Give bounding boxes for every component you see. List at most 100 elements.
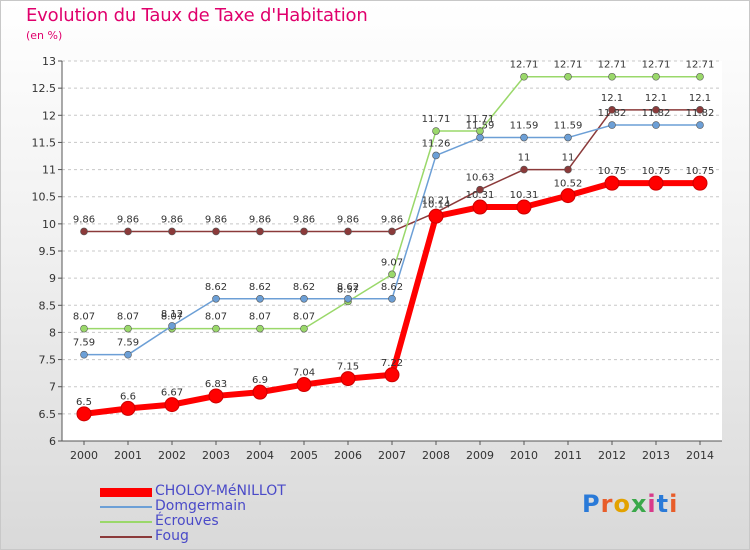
y-tick-label: 10.5 xyxy=(32,191,57,204)
data-label: 9.07 xyxy=(381,257,403,268)
data-label: 11 xyxy=(562,153,575,164)
x-tick-label: 2010 xyxy=(510,449,538,462)
data-label: 10.52 xyxy=(554,179,583,190)
data-point xyxy=(428,208,444,224)
data-point xyxy=(472,199,488,215)
y-tick-label: 12.5 xyxy=(32,82,57,95)
data-point xyxy=(256,294,264,303)
y-tick-label: 9.5 xyxy=(39,245,57,258)
x-tick-label: 2005 xyxy=(290,449,318,462)
data-point xyxy=(692,175,708,191)
data-label: 9.86 xyxy=(381,214,403,225)
data-point xyxy=(696,121,704,129)
legend-swatch xyxy=(100,506,152,508)
data-point xyxy=(696,72,704,81)
data-point xyxy=(168,322,176,330)
data-point xyxy=(168,227,176,236)
data-point xyxy=(696,106,704,114)
data-label: 8.62 xyxy=(381,282,403,293)
x-tick-label: 2014 xyxy=(686,449,714,462)
data-label: 7.04 xyxy=(293,368,315,379)
legend-swatch xyxy=(100,536,152,538)
y-tick-label: 8 xyxy=(49,326,56,339)
data-point xyxy=(300,294,308,303)
data-label: 8.07 xyxy=(205,312,227,323)
x-tick-label: 2003 xyxy=(202,449,230,462)
data-point xyxy=(604,175,620,191)
data-point xyxy=(124,227,132,236)
data-point xyxy=(476,133,484,142)
data-label: 6.9 xyxy=(252,375,268,386)
data-label: 12.71 xyxy=(642,60,671,71)
data-point xyxy=(124,350,132,359)
data-label: 8.62 xyxy=(337,282,359,293)
data-label: 9.86 xyxy=(337,214,359,225)
x-tick-label: 2013 xyxy=(642,449,670,462)
data-point xyxy=(564,165,572,174)
x-tick-label: 2009 xyxy=(466,449,494,462)
y-tick-label: 10 xyxy=(42,218,56,231)
data-point xyxy=(476,185,484,194)
data-point xyxy=(564,72,572,81)
data-label: 9.86 xyxy=(73,214,95,225)
data-label: 8.62 xyxy=(293,282,315,293)
data-label: 10.31 xyxy=(466,190,495,201)
data-point xyxy=(300,324,308,333)
data-label: 9.86 xyxy=(205,214,227,225)
data-point xyxy=(212,227,220,236)
data-point xyxy=(80,227,88,236)
data-point xyxy=(340,371,356,387)
x-tick-label: 2000 xyxy=(70,449,98,462)
x-tick-label: 2004 xyxy=(246,449,274,462)
data-point xyxy=(256,227,264,236)
data-point xyxy=(384,367,400,383)
data-label: 11 xyxy=(518,153,531,164)
data-label: 7.59 xyxy=(117,338,139,349)
data-label: 8.57 xyxy=(337,284,359,295)
data-point xyxy=(432,127,440,135)
data-point xyxy=(80,324,88,333)
data-label: 6.6 xyxy=(120,391,136,402)
legend-label: CHOLOY-MéNILLOT xyxy=(155,483,286,499)
x-tick-label: 2006 xyxy=(334,449,362,462)
data-label: 9.86 xyxy=(161,214,183,225)
data-label: 10.75 xyxy=(642,166,671,177)
data-label: 7.22 xyxy=(381,358,403,369)
data-point xyxy=(520,133,528,142)
data-label: 10.75 xyxy=(598,166,627,177)
legend-swatch xyxy=(100,521,152,523)
data-label: 12.71 xyxy=(554,60,583,71)
data-label: 10.21 xyxy=(422,195,451,206)
data-point xyxy=(560,188,576,204)
legend-label: Écrouves xyxy=(155,513,219,529)
data-point xyxy=(388,294,396,303)
data-point xyxy=(516,199,532,215)
data-label: 10.14 xyxy=(422,199,451,210)
data-point xyxy=(648,175,664,191)
y-tick-label: 8.5 xyxy=(39,299,57,312)
data-label: 9.86 xyxy=(249,214,271,225)
data-point xyxy=(252,384,268,400)
data-label: 11.59 xyxy=(554,121,583,132)
data-point xyxy=(388,227,396,236)
data-point xyxy=(608,106,616,114)
data-label: 11.59 xyxy=(466,121,495,132)
data-point xyxy=(344,294,352,303)
data-label: 11.59 xyxy=(510,121,539,132)
data-label: 7.15 xyxy=(337,362,359,373)
data-label: 11.82 xyxy=(598,108,627,119)
x-tick-label: 2011 xyxy=(554,449,582,462)
legend-label: Domgermain xyxy=(155,498,246,514)
y-tick-label: 7 xyxy=(49,381,56,394)
x-tick-label: 2007 xyxy=(378,449,406,462)
y-tick-label: 7.5 xyxy=(39,354,57,367)
data-label: 8.07 xyxy=(73,312,95,323)
y-tick-label: 6.5 xyxy=(39,408,57,421)
data-point xyxy=(652,121,660,129)
data-point xyxy=(608,72,616,81)
data-label: 6.67 xyxy=(161,388,183,399)
data-label: 6.5 xyxy=(76,397,92,408)
y-tick-label: 6 xyxy=(49,435,56,448)
data-point xyxy=(256,324,264,333)
data-point xyxy=(608,121,616,129)
